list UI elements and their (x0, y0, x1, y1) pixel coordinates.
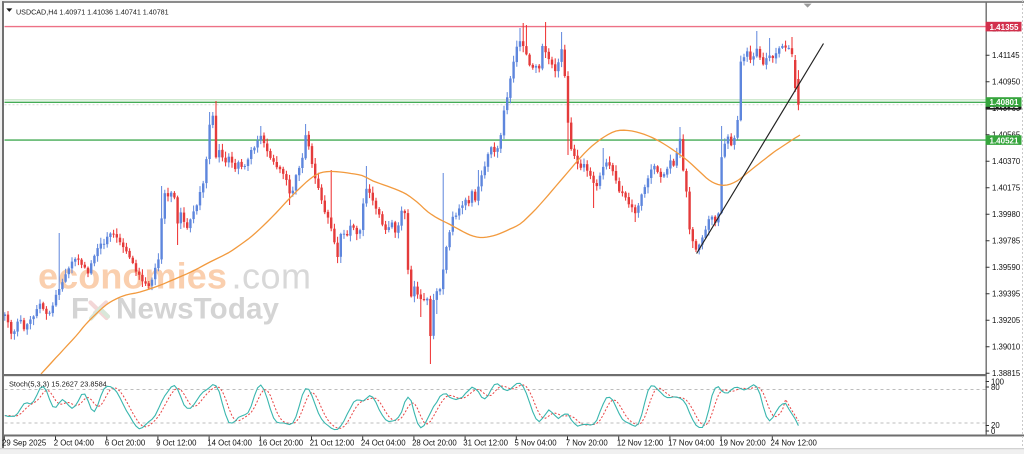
svg-text:6 Oct 20:00: 6 Oct 20:00 (105, 439, 146, 448)
svg-text:5 Nov 04:00: 5 Nov 04:00 (515, 439, 558, 448)
svg-text:12 Nov 12:00: 12 Nov 12:00 (617, 439, 664, 448)
svg-text:1.39205: 1.39205 (992, 316, 1021, 325)
svg-text:1.39980: 1.39980 (992, 210, 1021, 219)
svg-text:1.39590: 1.39590 (992, 263, 1021, 272)
svg-text:USDCAD,H4 1.40971 1.41036 1.4: USDCAD,H4 1.40971 1.41036 1.40741 1.4078… (16, 7, 169, 16)
svg-text:NewsToday: NewsToday (116, 293, 280, 326)
svg-text:24 Oct 04:00: 24 Oct 04:00 (361, 439, 406, 448)
svg-text:0: 0 (991, 427, 996, 436)
svg-text:1.38815: 1.38815 (992, 369, 1021, 378)
svg-text:1.39010: 1.39010 (992, 343, 1021, 352)
svg-text:21 Oct 12:00: 21 Oct 12:00 (310, 439, 355, 448)
svg-text:28 Oct 20:00: 28 Oct 20:00 (412, 439, 457, 448)
svg-text:100: 100 (991, 377, 1005, 386)
svg-text:7 Nov 20:00: 7 Nov 20:00 (566, 439, 609, 448)
svg-text:9 Oct 12:00: 9 Oct 12:00 (156, 439, 197, 448)
svg-text:1.39785: 1.39785 (992, 237, 1021, 246)
svg-text:1.40175: 1.40175 (992, 184, 1021, 193)
svg-text:24 Nov 12:00: 24 Nov 12:00 (771, 439, 818, 448)
svg-text:14 Oct 04:00: 14 Oct 04:00 (207, 439, 252, 448)
svg-text:Stoch(5,3,3) 15.2627 23.8584: Stoch(5,3,3) 15.2627 23.8584 (9, 380, 107, 389)
svg-text:.com: .com (232, 256, 312, 297)
svg-text:16 Oct 20:00: 16 Oct 20:00 (259, 439, 304, 448)
svg-text:1.40950: 1.40950 (992, 78, 1021, 87)
svg-text:F: F (71, 293, 89, 326)
svg-text:80: 80 (991, 383, 1000, 392)
svg-text:2 Oct 04:00: 2 Oct 04:00 (54, 439, 95, 448)
svg-text:17 Nov 04:00: 17 Nov 04:00 (668, 439, 715, 448)
svg-text:1.40370: 1.40370 (992, 157, 1021, 166)
svg-text:1.41145: 1.41145 (992, 51, 1020, 60)
svg-text:31 Oct 12:00: 31 Oct 12:00 (463, 439, 508, 448)
svg-text:1.39395: 1.39395 (992, 290, 1021, 299)
svg-text:1.41355: 1.41355 (990, 23, 1019, 32)
svg-text:1.40565: 1.40565 (992, 131, 1021, 140)
svg-text:29 Sep 2025: 29 Sep 2025 (2, 439, 47, 448)
svg-text:1.40521: 1.40521 (990, 136, 1019, 145)
svg-text:20: 20 (991, 421, 1000, 430)
svg-text:19 Nov 20:00: 19 Nov 20:00 (719, 439, 766, 448)
svg-text:1.40801: 1.40801 (990, 98, 1019, 107)
